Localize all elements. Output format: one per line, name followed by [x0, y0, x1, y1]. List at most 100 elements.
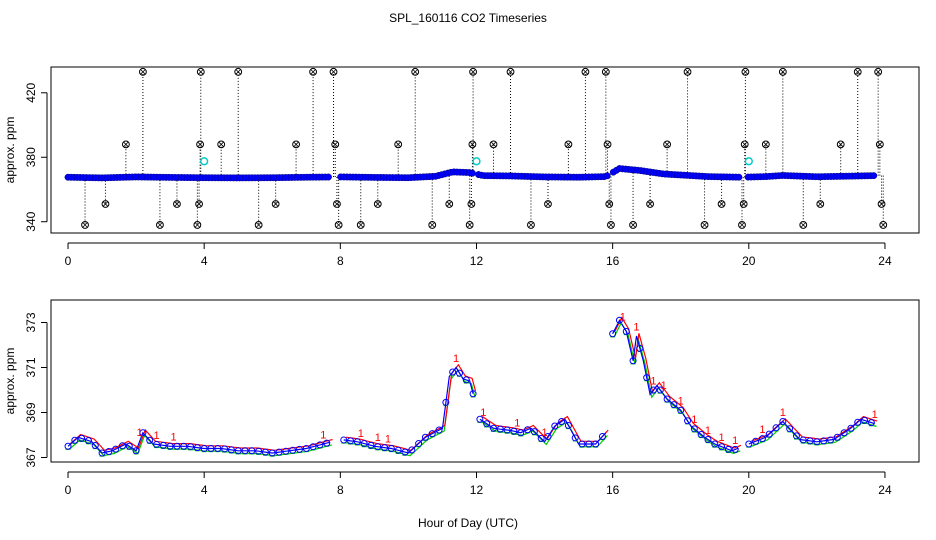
mean-series-line — [343, 366, 474, 454]
spike-marker-cross — [197, 141, 203, 147]
spike-marker-cross — [235, 69, 241, 75]
mean-series-point — [758, 435, 766, 443]
mean-series-point — [435, 426, 443, 434]
spike-marker — [603, 140, 612, 149]
upper-series-mark: 1 — [514, 417, 520, 429]
spike-marker-cross — [877, 141, 883, 147]
spike-marker-cross — [196, 201, 202, 207]
mean-series-point — [684, 417, 692, 425]
mean-series-point — [64, 442, 72, 450]
mean-series-point — [255, 447, 263, 455]
top-y-axis: 340 380 420 — [24, 82, 48, 232]
spike-marker — [816, 200, 825, 208]
mean-series-point — [677, 406, 685, 414]
bottom-y-axis-label: approx. ppm — [3, 348, 17, 415]
spike-marker — [271, 200, 280, 208]
mean-series-point — [806, 437, 814, 445]
mean-series-point — [564, 421, 572, 429]
mean-series-point — [173, 442, 181, 450]
spike-marker-cross — [800, 222, 806, 228]
spike-marker-cross — [763, 141, 769, 147]
spike-marker — [356, 221, 365, 229]
spike-marker — [607, 221, 615, 229]
mean-series-point — [394, 446, 402, 454]
spike-marker-cross — [256, 222, 262, 228]
upper-series-line — [614, 316, 742, 449]
mean-series-point — [496, 425, 504, 433]
mean-series-point — [275, 448, 283, 456]
spike-marker — [738, 221, 746, 229]
spike-marker-cross — [664, 141, 670, 147]
spike-marker — [139, 67, 147, 76]
spike-marker-cross — [545, 201, 551, 207]
upper-series-line — [346, 363, 477, 451]
spike-marker — [196, 140, 204, 149]
mean-series-point — [558, 418, 566, 425]
spike-marker — [465, 221, 474, 229]
spike-marker — [329, 67, 338, 76]
mean-series-point — [826, 436, 834, 444]
mean-series-point — [524, 426, 532, 434]
mean-series-point — [261, 448, 269, 456]
upper-series-mark: 1 — [780, 407, 786, 419]
mean-series-point — [724, 445, 732, 453]
spike-marker — [101, 200, 110, 208]
mean-series-point — [221, 445, 229, 453]
mean-series-point — [367, 441, 375, 449]
upper-series-line — [70, 428, 333, 451]
mean-series-point — [765, 430, 773, 438]
mean-series-point — [649, 386, 657, 394]
spike-marker-cross — [742, 69, 748, 75]
mean-series-point — [813, 438, 821, 446]
mean-series-point — [234, 447, 242, 455]
mean-series-point — [302, 445, 310, 452]
spike-marker-cross — [198, 69, 204, 75]
mean-series-point — [282, 447, 290, 455]
spike-marker-cross — [880, 222, 886, 228]
spike-marker — [467, 200, 476, 208]
upper-series-mark: 1 — [678, 396, 684, 408]
spike-marker — [879, 221, 888, 229]
spike-marker — [254, 221, 263, 229]
top-y-tick-label: 420 — [24, 82, 38, 102]
mean-series-point — [799, 436, 807, 444]
spike-marker — [564, 140, 573, 149]
upper-series-mark: 1 — [480, 407, 486, 419]
bottom-x-axis: 0 4 8 12 16 20 24 — [65, 471, 892, 497]
upper-series-mark: 1 — [620, 311, 626, 323]
spike-marker-cross — [446, 201, 452, 207]
mean-series-point — [469, 390, 477, 398]
spike-markers — [81, 67, 888, 229]
upper-series-mark: 1 — [375, 432, 381, 444]
spike-marker-cross — [469, 141, 475, 147]
spike-marker-cross — [739, 222, 745, 228]
mean-series-point — [670, 401, 678, 409]
spike-marker-cross — [273, 201, 279, 207]
mean-series-point — [704, 436, 712, 443]
spike-marker — [799, 221, 808, 229]
spike-marker — [877, 200, 886, 208]
co2-series — [64, 165, 878, 182]
bottom-plot-frame — [50, 299, 920, 463]
mean-series-point — [592, 440, 600, 448]
mean-series-point — [786, 425, 794, 433]
upper-series-mark: 1 — [385, 433, 391, 445]
mean-series-point — [697, 430, 705, 438]
reference-markers — [200, 157, 753, 166]
spike-marker-cross — [310, 69, 316, 75]
spike-marker-cross — [331, 69, 337, 75]
top-plot-frame — [50, 66, 920, 234]
mean-series-point — [551, 422, 559, 430]
spike-marker — [875, 140, 884, 149]
mean-series-point — [200, 445, 208, 452]
spike-marker — [333, 200, 341, 208]
mean-series-point — [656, 386, 664, 394]
spike-marker — [836, 140, 845, 149]
spike-marker — [544, 200, 552, 208]
spike-marker-cross — [194, 222, 200, 228]
spike-marker-cross — [582, 69, 588, 75]
mean-series-point — [455, 369, 463, 377]
mean-series-point — [112, 445, 120, 453]
mean-series-point — [421, 433, 429, 441]
